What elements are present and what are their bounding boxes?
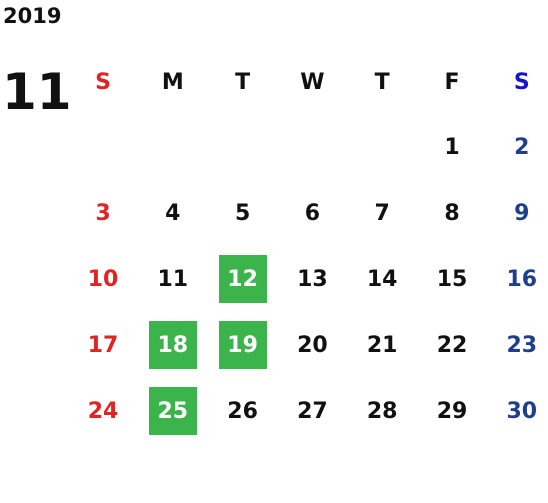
day: 1 [444,135,460,161]
day: 27 [297,398,328,424]
weekday-header: S [513,69,530,95]
day: 4 [165,201,181,227]
day: 21 [366,332,398,358]
day: 14 [366,266,398,292]
day: 2 [514,135,530,161]
day: 20 [297,332,328,358]
day: 30 [506,398,538,424]
day: 26 [227,398,258,424]
day: 15 [436,266,468,292]
day: 3 [95,201,111,227]
highlighted-day: 25 [148,387,197,435]
day: 24 [87,398,119,424]
day: 16 [506,266,538,292]
year: 2019 [3,4,62,28]
day: 28 [366,398,398,424]
day: 6 [304,201,321,227]
day: 13 [297,266,328,292]
day: 11 [157,266,189,292]
day: 8 [444,201,460,227]
highlighted-day: 12 [218,255,267,304]
day: 29 [436,398,468,424]
weekday-header: S [95,69,111,95]
month: 11 [2,63,72,121]
day: 9 [514,201,530,227]
day: 7 [374,201,390,227]
highlighted-day: 18 [148,321,197,370]
day: 5 [234,201,251,227]
day: 17 [87,332,119,358]
day: 23 [506,332,538,358]
day: 10 [87,266,119,292]
highlighted-day: 19 [218,321,267,370]
weekday-header: W [300,69,325,95]
day: 22 [436,332,468,358]
weekday-header: T [374,69,390,95]
weekday-header: F [444,69,460,95]
weekday-header: M [161,69,184,95]
weekday-header: T [235,69,251,95]
